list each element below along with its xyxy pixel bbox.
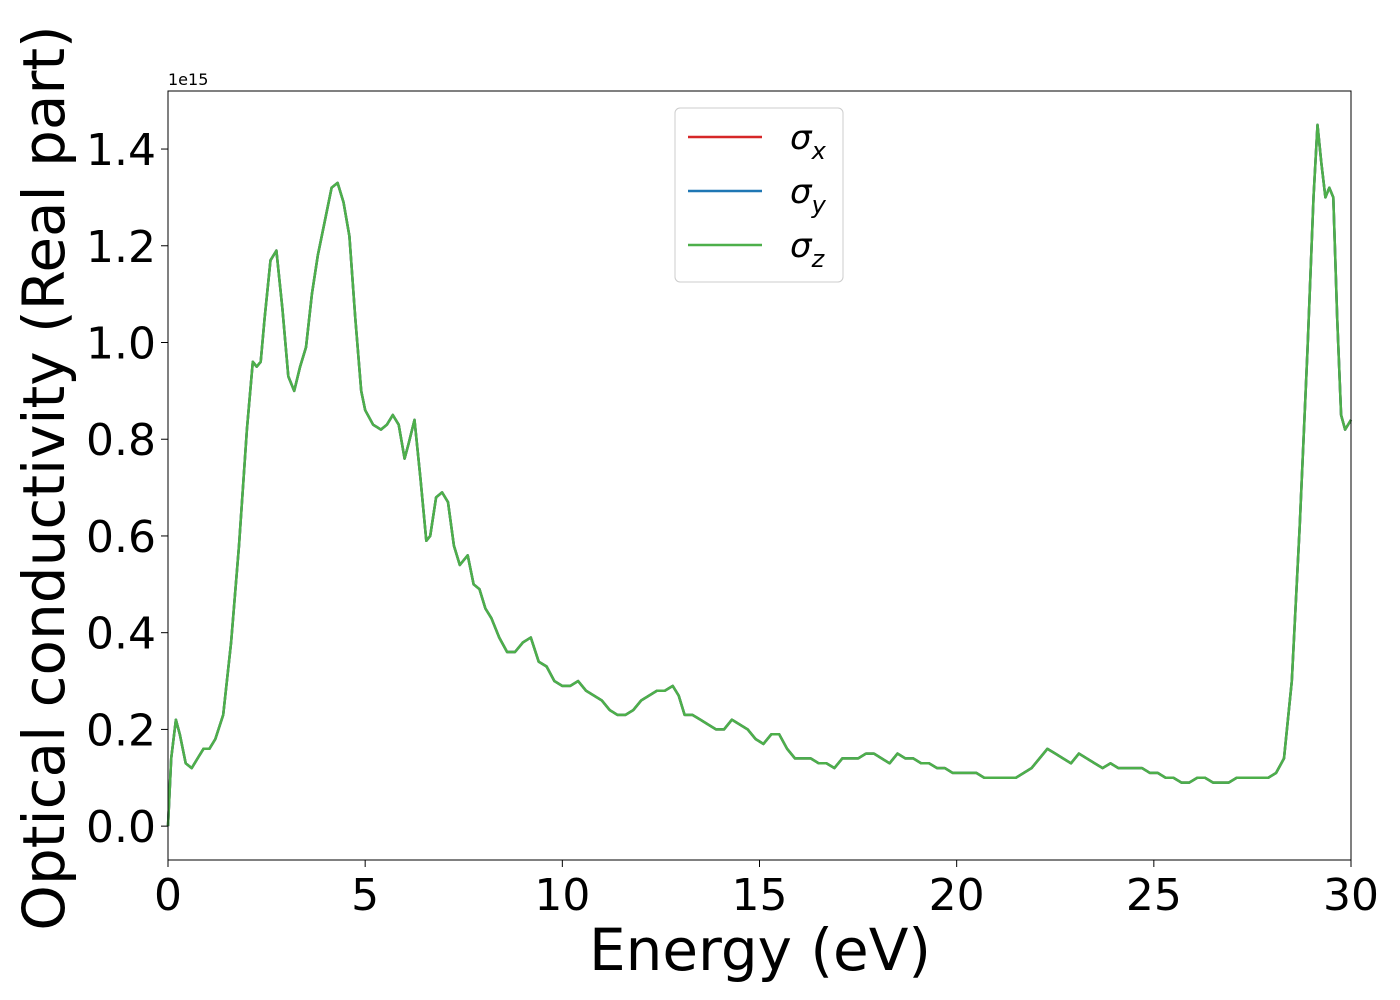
legend-symbol: σ [790, 226, 813, 266]
legend-subscript: x [811, 137, 827, 165]
y-tick-label: 0.6 [86, 512, 156, 563]
legend-label-sigma-y: σy [790, 172, 827, 219]
y-tick-label: 0.0 [86, 802, 156, 853]
series-line-sigma-z [166, 123, 1353, 827]
y-tick-label: 0.8 [86, 415, 156, 466]
x-tick-label: 5 [351, 870, 379, 921]
legend-symbol: σ [790, 172, 813, 212]
plot-curves [166, 123, 1353, 827]
x-tick-label: 0 [154, 870, 182, 921]
x-tick-label: 20 [929, 870, 985, 921]
legend-label-sigma-z: σz [790, 226, 826, 273]
x-tick-label: 15 [732, 870, 788, 921]
y-axis-title: Optical conductivity (Real part) [10, 25, 78, 930]
x-axis-title: Energy (eV) [589, 916, 931, 984]
y-offset-label: 1e15 [168, 70, 208, 89]
y-tick-label: 1.2 [86, 222, 156, 273]
y-axis: 0.0 0.2 0.4 0.6 0.8 1.0 1.2 1.4 [86, 125, 168, 853]
x-tick-label: 25 [1126, 870, 1182, 921]
x-tick-label: 10 [534, 870, 590, 921]
x-axis: 0 5 10 15 20 25 30 [154, 860, 1379, 921]
y-tick-label: 1.0 [86, 318, 156, 369]
y-tick-label: 1.4 [86, 125, 156, 176]
legend-subscript: y [811, 191, 827, 219]
legend-symbol: σ [790, 118, 813, 158]
x-tick-label: 30 [1323, 870, 1379, 921]
legend-subscript: z [811, 245, 826, 273]
y-tick-label: 0.4 [86, 609, 156, 660]
legend-label-sigma-x: σx [790, 118, 827, 165]
y-tick-label: 0.2 [86, 705, 156, 756]
legend-box [674, 107, 844, 283]
